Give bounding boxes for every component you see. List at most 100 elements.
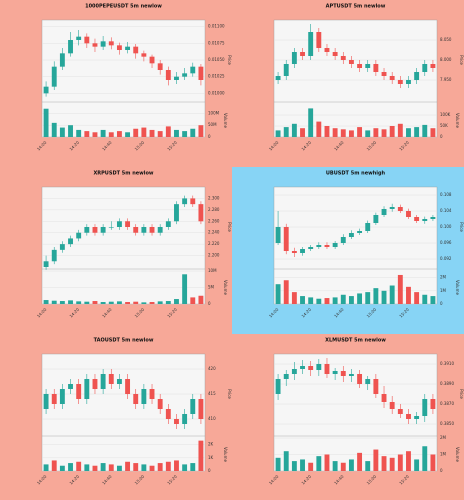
- candle-body: [373, 379, 379, 394]
- candle-body: [324, 364, 330, 374]
- volume-bar: [397, 123, 403, 137]
- candle-body: [149, 56, 155, 64]
- volume-bar: [357, 293, 363, 304]
- volume-bar: [165, 461, 171, 471]
- volume-bar: [414, 127, 420, 137]
- candle-body: [92, 43, 98, 47]
- chart-title: APTUSDT 5m newlow: [326, 4, 386, 10]
- volume-bar: [125, 302, 131, 304]
- volume-bar: [190, 128, 196, 137]
- candle-body: [125, 221, 131, 227]
- volume-bar: [316, 456, 322, 471]
- candle-body: [84, 379, 90, 399]
- plot-area: [41, 19, 206, 138]
- volume-bar: [324, 298, 330, 304]
- candle-body: [116, 379, 122, 384]
- y2-tick-label: 0: [440, 468, 443, 473]
- y-tick-label: 0.3850: [440, 421, 454, 426]
- volume-bar: [84, 301, 90, 304]
- volume-bar: [190, 463, 196, 471]
- volume-bar: [198, 440, 204, 471]
- volume-bar: [133, 463, 139, 471]
- volume-bar: [100, 302, 106, 304]
- candle-body: [133, 394, 139, 404]
- y-tick-label: 8.050: [440, 37, 452, 42]
- volume-bar: [324, 454, 330, 471]
- y-tick-label: 0.108: [440, 192, 452, 197]
- candle-body: [300, 366, 305, 369]
- y2-tick-label: 1K: [208, 455, 214, 460]
- candle-body: [59, 389, 65, 404]
- candle-body: [76, 36, 82, 40]
- volume-bar: [283, 127, 289, 137]
- candle-body: [165, 70, 171, 80]
- candle-body: [51, 66, 57, 87]
- candle-body: [190, 399, 196, 414]
- candle-body: [174, 419, 179, 424]
- volume-bar: [108, 301, 114, 304]
- volume-bar: [116, 301, 122, 304]
- candle-body: [316, 32, 322, 48]
- y2-tick-label: 2K: [208, 442, 214, 447]
- candle-body: [357, 231, 363, 233]
- y2-tick-label: 0: [440, 134, 443, 139]
- volume-bar: [365, 461, 371, 471]
- volume-bar: [406, 128, 411, 137]
- volume-bar: [157, 463, 163, 471]
- y-tick-label: 7.950: [440, 77, 452, 82]
- volume-bar: [141, 302, 147, 304]
- candle-body: [332, 52, 338, 56]
- candle-body: [283, 374, 289, 379]
- volume-bar: [165, 301, 171, 304]
- chart-panel: APTUSDT 5m newlow 7.950 8.000 8.050 0 50K 100K…: [232, 0, 464, 167]
- candle-body: [43, 394, 49, 409]
- candle-body: [414, 416, 420, 419]
- candle-body: [190, 198, 196, 205]
- candle-body: [373, 215, 379, 223]
- candle-body: [381, 394, 387, 402]
- y-axis-label: Price: [227, 55, 232, 65]
- candle-body: [389, 207, 395, 209]
- chart-title: XLMUSDT 5m newlow: [325, 338, 386, 344]
- candle-body: [422, 64, 428, 72]
- volume-bar: [51, 460, 57, 471]
- candle-body: [100, 227, 106, 233]
- candle-body: [165, 221, 171, 227]
- candle-body: [84, 36, 90, 44]
- volume-bar: [283, 280, 289, 304]
- chart-title: XRPUSDT 5m newlow: [93, 171, 153, 177]
- candle-body: [108, 41, 114, 46]
- y2-tick-label: 50M: [208, 122, 217, 127]
- chart-title: 1000PEPEUSDT 5m newlow: [85, 4, 162, 10]
- plot-area: [273, 353, 438, 472]
- volume-bar: [92, 132, 98, 137]
- y2-tick-label: 0: [208, 301, 211, 306]
- candle-body: [365, 223, 371, 231]
- volume-bar: [68, 463, 73, 471]
- volume-bar: [406, 286, 411, 304]
- candle-body: [422, 399, 428, 416]
- volume-bar: [332, 461, 338, 471]
- volume-bar: [422, 124, 428, 137]
- volume-bar: [291, 461, 297, 471]
- candle-body: [68, 40, 73, 54]
- volume-bar: [275, 130, 281, 137]
- chart-panel: XRPUSDT 5m newlow 2.200 2.220 2.240 2.260 2.2…: [0, 167, 232, 334]
- volume-bar: [149, 129, 155, 137]
- y-axis-label: Price: [227, 389, 232, 399]
- candle-body: [348, 60, 354, 64]
- candle-body: [406, 211, 411, 217]
- candle-body: [332, 243, 338, 247]
- volume-bar: [157, 131, 163, 137]
- volume-bar: [381, 456, 387, 471]
- chart-title: UBUSDT 5m newhigh: [326, 171, 386, 177]
- y-tick-label: 0.3870: [440, 401, 454, 406]
- volume-bar: [133, 128, 139, 137]
- volume-bar: [316, 121, 322, 137]
- volume-bar: [308, 108, 314, 137]
- volume-bar: [149, 465, 155, 471]
- volume-bar: [157, 301, 163, 304]
- chart-panel: UBUSDT 5m newhigh 0.092 0.096 0.100 0.104 0.1…: [232, 167, 464, 334]
- candle-body: [406, 80, 411, 84]
- volume-bar: [348, 459, 354, 471]
